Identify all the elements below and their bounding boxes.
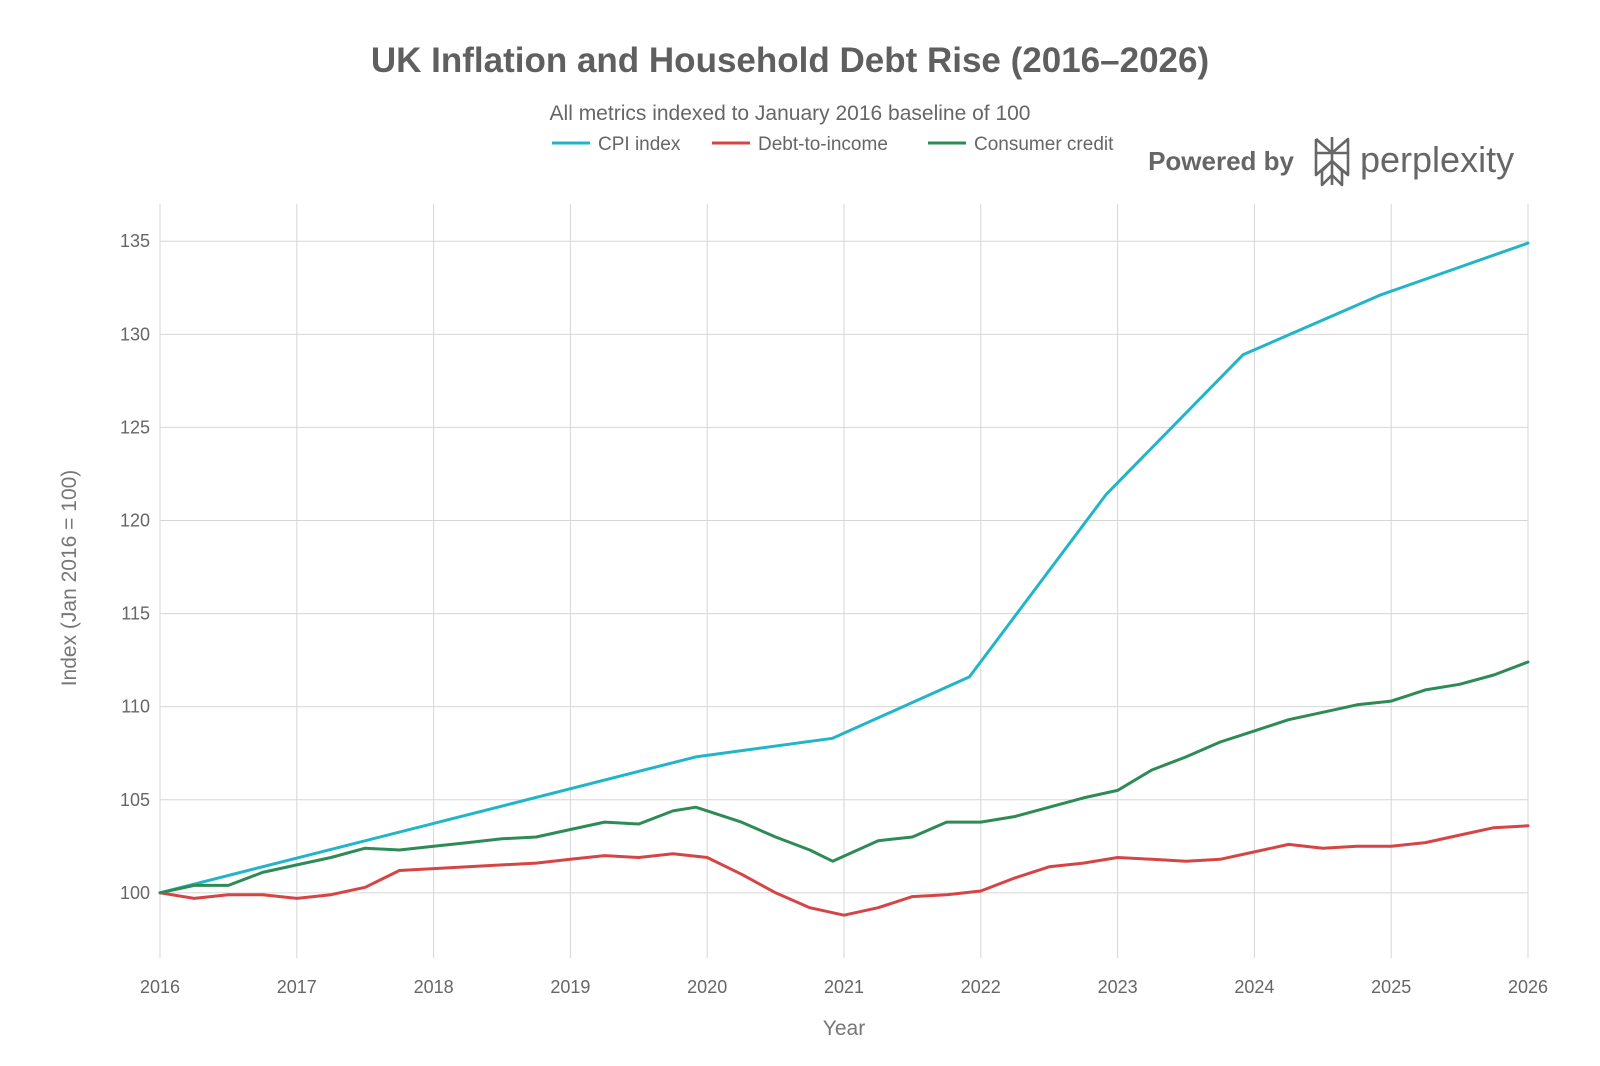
x-tick-label: 2021 <box>824 977 864 997</box>
x-tick-label: 2023 <box>1098 977 1138 997</box>
perplexity-wordmark: perplexity <box>1360 139 1514 180</box>
y-tick-label: 130 <box>120 324 150 344</box>
debt-to-income-line <box>158 824 1530 917</box>
x-tick-label: 2016 <box>140 977 180 997</box>
grid-horizontal <box>160 240 1528 894</box>
legend: CPI index Debt-to-income Consumer credit <box>552 134 1114 155</box>
cpi-line <box>158 241 1530 895</box>
legend-item-credit[interactable]: Consumer credit <box>928 134 1114 155</box>
consumer-credit-line <box>158 660 1530 895</box>
x-tick-label: 2020 <box>687 977 727 997</box>
x-tick-label: 2018 <box>414 977 454 997</box>
y-tick-label: 135 <box>120 231 150 251</box>
grid-vertical <box>159 204 1529 958</box>
y-tick-label: 120 <box>120 510 150 530</box>
x-tick-label: 2017 <box>277 977 317 997</box>
y-tick-label: 105 <box>120 790 150 810</box>
x-tick-label: 2024 <box>1234 977 1274 997</box>
y-tick-label: 115 <box>121 604 150 624</box>
perplexity-logo-icon <box>1314 137 1350 187</box>
x-tick-label: 2019 <box>550 977 590 997</box>
x-tick-label: 2022 <box>961 977 1001 997</box>
legend-item-debt[interactable]: Debt-to-income <box>712 134 888 155</box>
legend-label-credit: Consumer credit <box>974 134 1114 155</box>
x-tick-label: 2025 <box>1371 977 1411 997</box>
legend-label-cpi: CPI index <box>598 134 681 155</box>
y-tick-label: 110 <box>121 697 150 717</box>
series-layer <box>158 241 1530 917</box>
y-tick-label: 100 <box>120 883 150 903</box>
y-tick-label: 125 <box>120 417 150 437</box>
chart-title: UK Inflation and Household Debt Rise (20… <box>371 41 1209 80</box>
x-axis-title: Year <box>823 1017 865 1040</box>
x-axis-ticks: 2016 2017 2018 2019 2020 2021 2022 2023 2024 2025… <box>140 977 1548 997</box>
y-axis-title: Index (Jan 2016 = 100) <box>58 470 81 687</box>
powered-by-text: Powered by <box>1148 146 1294 176</box>
legend-label-debt: Debt-to-income <box>758 134 888 155</box>
y-axis-ticks: 100 105 110 115 120 125 130 135 <box>120 231 150 903</box>
branding: Powered by perplexity <box>1148 137 1514 187</box>
chart-subtitle: All metrics indexed to January 2016 base… <box>550 102 1031 125</box>
legend-item-cpi[interactable]: CPI index <box>552 134 681 155</box>
x-tick-label: 2026 <box>1508 977 1548 997</box>
